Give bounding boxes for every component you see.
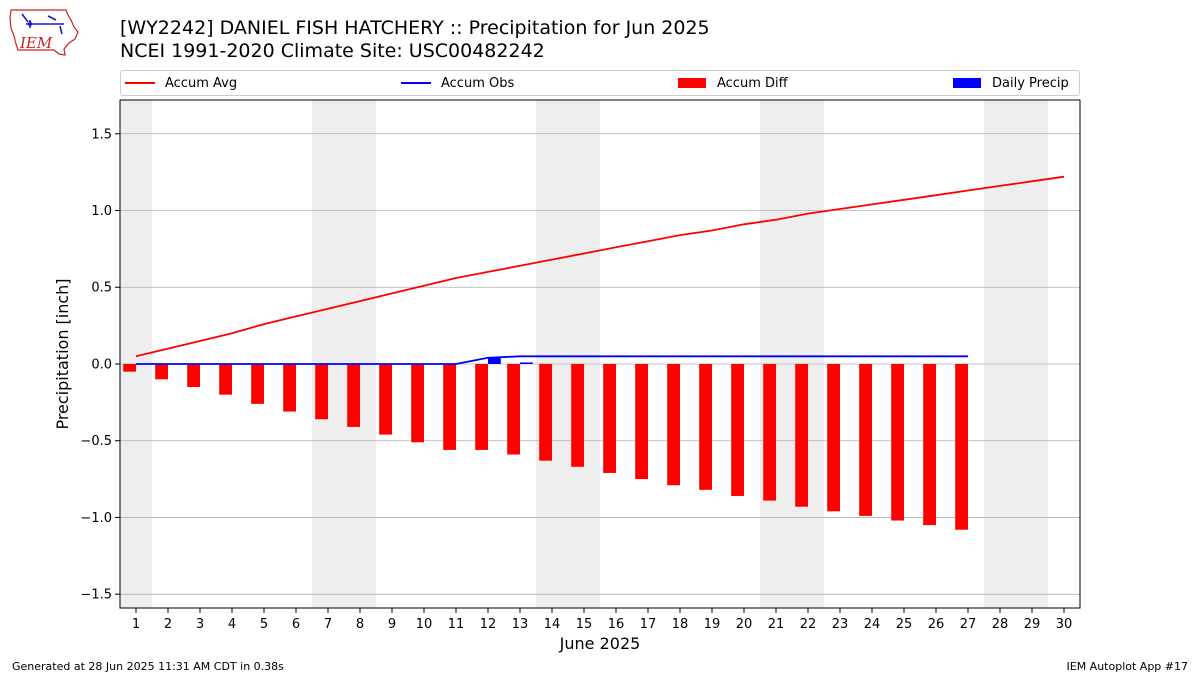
accum-diff-bar — [475, 363, 488, 450]
x-tick-label: 15 — [576, 617, 593, 632]
x-tick-label: 2 — [164, 617, 172, 632]
accum-diff-bar — [667, 363, 680, 486]
legend-swatch-daily-precip — [953, 78, 981, 88]
y-axis-label: Precipitation [inch] — [53, 278, 72, 429]
accum-diff-bar — [187, 363, 200, 387]
accum-diff-bar — [731, 363, 744, 496]
x-tick-label: 6 — [292, 617, 300, 632]
plot-frame — [119, 99, 1081, 609]
accum-diff-bar — [379, 363, 392, 435]
accum-diff-bar — [411, 363, 424, 443]
legend-item-accum-avg: Accum Avg — [125, 71, 237, 95]
x-tick-label: 7 — [324, 617, 332, 632]
accum-diff-bar — [891, 363, 904, 521]
accum-diff-bar — [571, 363, 584, 467]
x-axis-label: June 2025 — [559, 634, 641, 653]
legend-label-accum-avg: Accum Avg — [165, 75, 238, 91]
legend-swatch-accum-diff — [678, 78, 706, 88]
x-tick-label: 25 — [896, 617, 913, 632]
x-tick-label: 28 — [992, 617, 1009, 632]
accum-diff-bar — [219, 363, 232, 395]
accum-diff-bar — [763, 363, 776, 501]
x-tick-label: 20 — [736, 617, 753, 632]
accum-diff-bar — [859, 363, 872, 516]
x-tick-label: 13 — [512, 617, 529, 632]
accum-diff-bar — [251, 363, 264, 404]
accum-diff-bar — [507, 363, 520, 455]
accum-diff-bar — [827, 363, 840, 512]
legend-label-daily-precip: Daily Precip — [992, 75, 1069, 91]
accum-diff-bar — [315, 363, 328, 420]
x-tick-label: 26 — [928, 617, 945, 632]
x-tick-label: 21 — [768, 617, 785, 632]
daily-precip-bar — [488, 357, 501, 364]
accum-avg-line — [135, 175, 1065, 358]
x-tick-label: 12 — [480, 617, 497, 632]
weekend-shade-3 — [760, 100, 824, 608]
weekend-shade-2 — [536, 100, 600, 608]
chart-subtitle: NCEI 1991-2020 Climate Site: USC00482242 — [120, 40, 545, 62]
legend-swatch-accum-obs — [401, 82, 431, 84]
legend-item-daily-precip: Daily Precip — [953, 71, 1069, 95]
chart-legend: Accum Avg Accum Obs Accum Diff Daily Pre… — [120, 70, 1080, 96]
accum-diff-bar — [699, 363, 712, 490]
accum-diff-bar — [283, 363, 296, 412]
accum-diff-bar — [603, 363, 616, 473]
x-tick-label: 23 — [832, 617, 849, 632]
x-tick-label: 30 — [1056, 617, 1073, 632]
x-tick-label: 27 — [960, 617, 977, 632]
accum-diff-bar — [923, 363, 936, 526]
y-tick-label: −0.5 — [80, 434, 112, 449]
accum-diff-bar — [955, 363, 968, 530]
y-tick-label: −1.0 — [80, 511, 112, 526]
logo-text: IEM — [19, 34, 53, 52]
x-tick-label: 16 — [608, 617, 625, 632]
y-tick-label: 0.5 — [91, 281, 112, 296]
x-tick-label: 19 — [704, 617, 721, 632]
accum-diff-bar — [635, 363, 648, 480]
x-tick-label: 24 — [864, 617, 881, 632]
y-tick-label: −1.5 — [80, 588, 112, 603]
accum-diff-bar — [795, 363, 808, 507]
x-tick-label: 3 — [196, 617, 204, 632]
legend-label-accum-obs: Accum Obs — [441, 75, 515, 91]
legend-swatch-accum-avg — [125, 82, 155, 84]
weekend-shade-4 — [984, 100, 1048, 608]
x-tick-label: 14 — [544, 617, 561, 632]
y-tick-label: 1.0 — [91, 204, 112, 219]
x-tick-label: 18 — [672, 617, 689, 632]
accum-diff-bar — [347, 363, 360, 427]
accum-diff-bar — [443, 363, 456, 450]
legend-item-accum-obs: Accum Obs — [401, 71, 514, 95]
y-tick-label: 0.0 — [91, 357, 112, 372]
legend-item-accum-diff: Accum Diff — [678, 71, 788, 95]
x-tick-label: 9 — [388, 617, 396, 632]
daily-precip-bar — [520, 362, 533, 364]
x-tick-label: 8 — [356, 617, 364, 632]
x-tick-label: 4 — [228, 617, 236, 632]
legend-label-accum-diff: Accum Diff — [717, 75, 788, 91]
accum-diff-bar — [539, 363, 552, 461]
iem-logo: IEM — [9, 9, 79, 56]
chart-title: [WY2242] DANIEL FISH HATCHERY :: Precipi… — [120, 17, 710, 39]
x-tick-label: 17 — [640, 617, 657, 632]
accum-obs-line — [136, 355, 968, 365]
x-tick-label: 1 — [132, 617, 140, 632]
accum-diff-bar — [155, 363, 168, 380]
y-tick-label: 1.5 — [91, 127, 112, 142]
x-tick-label: 11 — [448, 617, 465, 632]
x-tick-label: 29 — [1024, 617, 1041, 632]
x-tick-label: 22 — [800, 617, 817, 632]
x-tick-label: 5 — [260, 617, 268, 632]
generated-note: Generated at 28 Jun 2025 11:31 AM CDT in… — [12, 660, 284, 673]
accum-diff-bar — [123, 363, 136, 372]
app-note: IEM Autoplot App #17 — [1066, 660, 1189, 673]
x-tick-label: 10 — [416, 617, 433, 632]
weekend-shade-1 — [312, 100, 376, 608]
